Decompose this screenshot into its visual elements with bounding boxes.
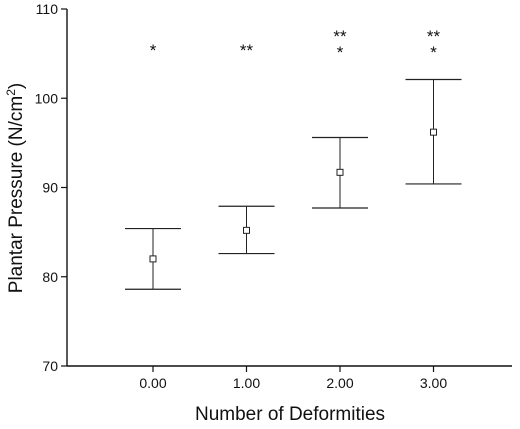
mean-markers xyxy=(149,128,437,263)
x-tick-label: 1.00 xyxy=(233,375,260,391)
significance-star: ** xyxy=(333,27,347,46)
significance-star: * xyxy=(150,41,157,60)
y-axis-label-close: ) xyxy=(6,83,27,89)
y-axis-label-main: Plantar Pressure (N/cm xyxy=(6,96,27,293)
y-tick-label: 110 xyxy=(36,1,59,17)
x-axis-label: Number of Deformities xyxy=(195,404,385,425)
mean-marker xyxy=(149,255,157,263)
x-tick-label: 0.00 xyxy=(139,375,166,391)
significance-annotations: * ******** xyxy=(150,27,441,62)
mean-marker xyxy=(243,226,250,234)
y-axis-label: Plantar Pressure (N/cm2) xyxy=(4,83,27,293)
x-tick-label: 2.00 xyxy=(326,375,353,391)
y-axis-label-superscript: 2 xyxy=(4,89,18,96)
mean-marker xyxy=(336,168,344,176)
y-ticks: 70 80 90 100 110 xyxy=(35,1,67,374)
significance-star: * xyxy=(430,43,437,62)
error-bars xyxy=(125,78,462,290)
y-tick-label: 70 xyxy=(42,358,58,374)
significance-star: * xyxy=(337,43,344,62)
x-ticks: 0.00 1.00 2.00 3.00 xyxy=(139,366,447,391)
significance-star: ** xyxy=(240,41,254,60)
mean-marker xyxy=(430,128,437,136)
y-tick-label: 100 xyxy=(35,90,59,106)
x-tick-label: 3.00 xyxy=(420,375,447,391)
significance-star: ** xyxy=(427,27,441,46)
y-tick-label: 90 xyxy=(42,180,58,196)
y-tick-label: 80 xyxy=(42,269,58,285)
